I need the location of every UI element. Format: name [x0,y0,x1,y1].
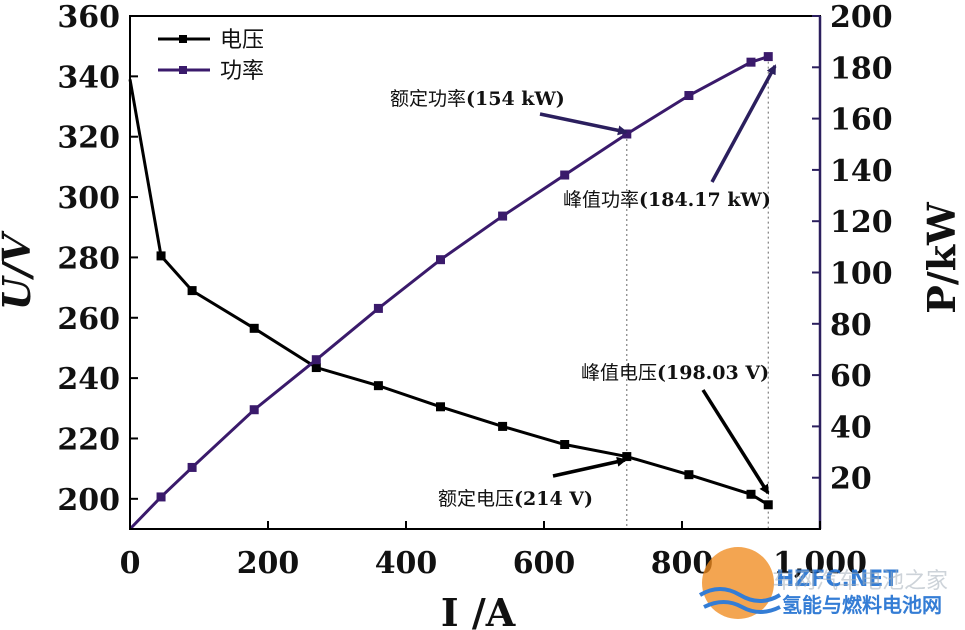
legend-label-power: 功率 [220,59,264,84]
data-point-power [763,52,773,62]
data-point-voltage [187,286,197,296]
data-point-voltage [436,402,445,412]
watermark-wave-icon [698,587,782,614]
y-right-tick-label: 20 [830,462,872,497]
annotation-rated-voltage-arrow [552,456,627,478]
x-tick-label: 1,000 [773,546,867,581]
data-point-voltage [622,452,632,462]
y-right-tick-label: 100 [830,257,893,292]
series-line-power [128,55,769,531]
data-point-power [156,492,166,502]
series-layer [128,52,773,531]
y-left-tick-label: 300 [57,181,120,216]
watermark-top-text: 车网汽车电池之家 [772,569,948,594]
data-point-voltage [249,323,259,333]
data-point-power [560,170,570,180]
y-right-tick-label: 40 [830,410,872,445]
data-point-voltage [763,500,773,510]
legend: 电压 功率 [158,28,264,84]
annotation-rated-power: 额定功率(154 kW) [390,88,628,136]
y-left-tick-label: 320 [57,121,120,156]
y-right-tick-label: 160 [830,103,893,138]
x-axis-title: I /A [441,590,516,630]
y-left-tick-label: 220 [57,422,120,457]
data-point-power [684,91,694,101]
y-right-tick-label: 60 [830,359,872,394]
annotation-peak-power-arrow [710,64,777,183]
data-point-voltage [746,489,756,499]
y-left-tick-label: 260 [57,302,120,337]
y-right-axis-title: P/kW [919,201,964,314]
watermark-bottom-text: 氢能与燃料电池网 [782,593,942,617]
x-tick-label: 0 [120,546,141,581]
data-point-power [498,211,508,221]
ticks-layer: 0 200 400 600 800 1,0002002202402602803003203… [57,0,892,581]
data-point-voltage [560,440,570,450]
series-line-voltage [128,79,770,507]
data-point-power [436,255,445,265]
x-tick-label: 600 [513,546,576,581]
y-right-tick-label: 80 [830,308,872,343]
y-right-tick-label: 200 [830,0,893,35]
watermark-logo-text: HZFC.NET [776,567,898,592]
y-right-tick-label: 180 [830,51,893,86]
y-left-axis-title: U/V [0,230,39,310]
x-tick-label: 400 [375,546,438,581]
watermark: HZFC.NET 车网汽车电池之家 氢能与燃料电池网 [698,547,948,619]
legend-label-voltage: 电压 [220,28,264,53]
legend-marker-power [179,66,187,74]
annotation-rated-voltage: 额定电压(214 V) [438,456,627,510]
annotation-rated-power-arrow [539,112,628,136]
annotation-peak-voltage-label: 峰值电压(198.03 V) [581,362,769,384]
data-point-power [746,57,756,67]
annotation-rated-power-label: 额定功率(154 kW) [390,88,565,110]
y-right-tick-label: 120 [830,205,893,240]
data-point-voltage [684,470,694,480]
data-point-voltage [311,363,321,373]
y-right-tick-label: 140 [830,154,893,189]
data-point-power [311,355,321,365]
y-left-tick-label: 340 [57,60,120,95]
watermark-logo-icon [702,547,774,619]
data-point-voltage [498,421,508,431]
data-point-power [373,303,383,313]
data-point-power [249,405,259,415]
annotation-peak-voltage-arrow [701,389,770,495]
y-left-tick-label: 240 [57,362,120,397]
annotation-peak-power-label: 峰值功率(184.17 kW) [563,189,771,211]
x-tick-label: 200 [237,546,300,581]
y-left-tick-label: 280 [57,241,120,276]
data-point-voltage [156,251,166,261]
y-left-tick-label: 360 [57,0,120,35]
annotation-peak-voltage: 峰值电压(198.03 V) [581,362,770,495]
y-left-tick-label: 200 [57,483,120,518]
annotation-rated-voltage-label: 额定电压(214 V) [438,488,593,510]
data-point-power [187,462,197,472]
data-point-voltage [373,381,383,391]
legend-marker-voltage [179,35,187,43]
annotation-peak-power: 峰值功率(184.17 kW) [563,64,777,211]
reference-lines [626,56,769,529]
